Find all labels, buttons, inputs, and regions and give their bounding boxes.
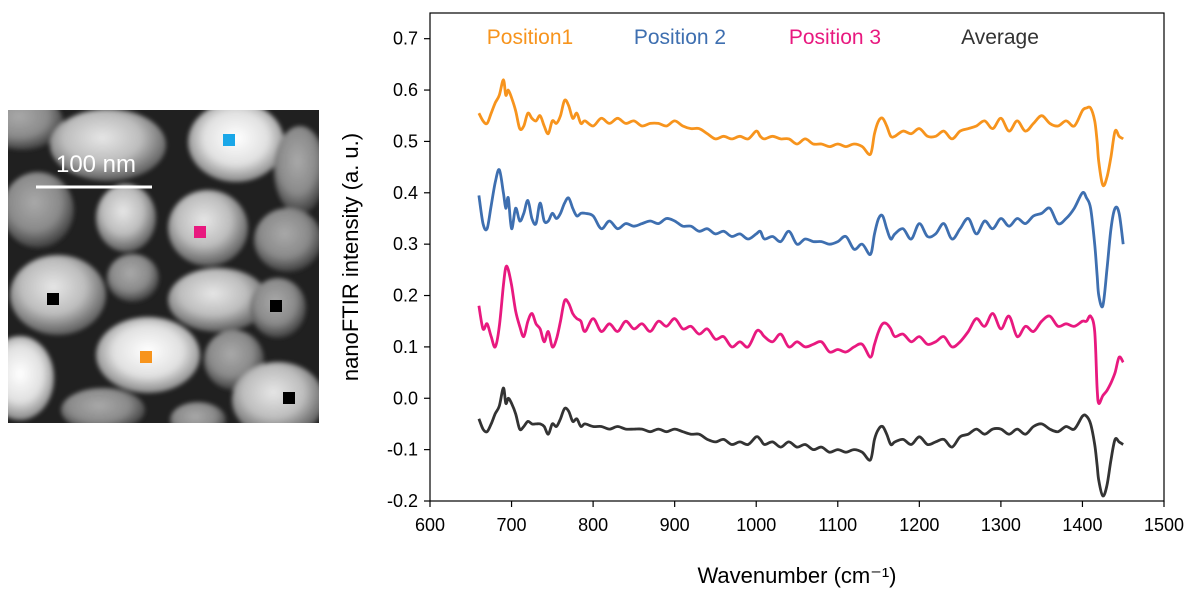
y-tick-label: 0.6 [393, 80, 418, 100]
series-line-position1 [477, 78, 1125, 188]
x-tick-label: 600 [415, 515, 445, 535]
marker-average-2 [270, 300, 282, 312]
x-tick-label: 1200 [899, 515, 939, 535]
legend-entry: Average [961, 26, 1039, 49]
y-tick-label: 0.1 [393, 337, 418, 357]
y-axis-label: nanoFTIR intensity (a. u.) [338, 133, 363, 381]
y-axis: -0.2 -0.1 0.0 0.1 0.2 0.3 0.4 0.5 0.6 0.7 [387, 29, 430, 511]
spectra-chart: 600 700 800 900 1000 1100 1200 1300 1400 1500 -0.… [338, 12, 1184, 588]
x-tick-label: 1000 [736, 515, 776, 535]
marker-average-3 [283, 392, 295, 404]
y-tick-label: 0.7 [393, 29, 418, 49]
x-tick-label: 1300 [981, 515, 1021, 535]
x-tick-label: 700 [497, 515, 527, 535]
y-tick-label: 0.3 [393, 234, 418, 254]
y-tick-label: 0.4 [393, 183, 418, 203]
x-axis-label: Wavenumber (cm⁻¹) [697, 563, 896, 588]
legend-entry: Position1 [487, 26, 573, 49]
marker-average-1 [47, 293, 59, 305]
marker-position-1 [140, 351, 152, 363]
x-axis: 600 700 800 900 1000 1100 1200 1300 1400 1500 [415, 501, 1184, 535]
x-tick-label: 1500 [1144, 515, 1184, 535]
afm-image: 100 nm [8, 110, 319, 423]
x-tick-label: 800 [578, 515, 608, 535]
marker-position-2 [223, 134, 235, 146]
y-tick-label: -0.2 [387, 491, 418, 511]
scale-bar-label: 100 nm [56, 151, 136, 178]
x-tick-label: 900 [660, 515, 690, 535]
legend-entry: Position 3 [789, 26, 881, 49]
x-tick-label: 1400 [1062, 515, 1102, 535]
legend-entry: Position 2 [634, 26, 726, 49]
legend: Position1 Position 2 Position 3 Average [487, 26, 1039, 49]
plot-frame [429, 12, 1165, 502]
y-tick-label: 0.2 [393, 286, 418, 306]
x-tick-label: 1100 [818, 515, 857, 535]
series-line-average [477, 386, 1124, 498]
y-tick-label: 0.5 [393, 131, 418, 151]
series-line-position-3 [477, 264, 1125, 405]
y-tick-label: -0.1 [387, 440, 418, 460]
y-tick-label: 0.0 [393, 388, 418, 408]
series-line-position-2 [477, 168, 1125, 309]
marker-position-3 [194, 226, 206, 238]
afm-grains [8, 110, 319, 423]
series-lines [477, 78, 1125, 498]
